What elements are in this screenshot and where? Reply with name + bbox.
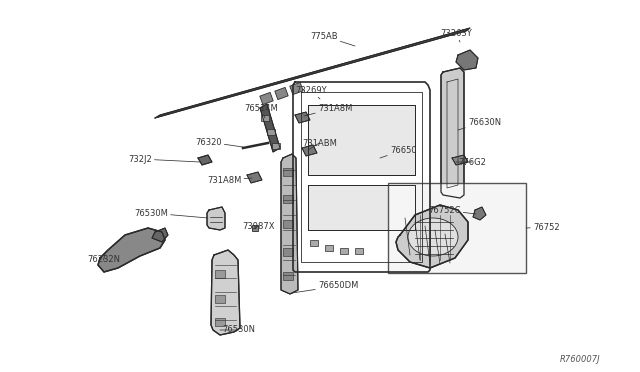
Bar [310,240,318,246]
Bar [283,220,293,228]
Text: 76650DM: 76650DM [292,282,358,293]
Bar [215,295,225,303]
Bar [215,318,225,326]
Bar [267,129,275,135]
Text: 76530N: 76530N [220,326,255,334]
Bar [261,115,269,121]
Bar [355,248,363,254]
Polygon shape [211,250,240,335]
Text: 732J2: 732J2 [128,154,200,164]
Text: 76320: 76320 [195,138,243,147]
Text: 73269Y: 73269Y [295,86,326,99]
Polygon shape [247,172,262,183]
Text: 73263Y: 73263Y [440,29,472,42]
Bar [283,272,293,280]
Polygon shape [302,145,317,156]
Polygon shape [456,50,478,70]
Polygon shape [155,28,470,118]
Text: 76752: 76752 [526,222,559,231]
Text: 775AB: 775AB [310,32,355,46]
Polygon shape [473,207,486,220]
Polygon shape [152,228,168,242]
Text: 76514M: 76514M [244,103,278,118]
Bar [325,245,333,251]
Bar [215,270,225,278]
Polygon shape [207,207,225,230]
Text: 731A8M: 731A8M [207,176,252,185]
Text: 76530M: 76530M [134,208,208,218]
Text: 76650: 76650 [380,145,417,158]
Bar [283,195,293,203]
Polygon shape [308,185,415,230]
Bar [388,183,526,273]
Bar [290,82,303,94]
Text: 76232N: 76232N [87,254,120,264]
Polygon shape [441,68,464,198]
Bar [340,248,348,254]
Text: 76630N: 76630N [458,118,501,130]
Bar [283,248,293,256]
Bar [272,143,280,149]
Polygon shape [198,155,212,165]
Text: 76752C: 76752C [428,205,476,215]
Bar [283,168,293,176]
Polygon shape [281,154,298,294]
Polygon shape [396,205,468,268]
Text: 731A8M: 731A8M [304,103,353,116]
Bar [275,87,288,100]
Text: 731ABM: 731ABM [302,138,337,150]
Text: R760007J: R760007J [559,355,600,364]
Polygon shape [452,155,468,165]
Polygon shape [98,228,165,272]
Polygon shape [260,104,280,152]
Bar [260,92,273,105]
Ellipse shape [408,218,458,256]
Text: 73987X: 73987X [242,221,275,231]
Text: 776G2: 776G2 [456,157,486,167]
Polygon shape [308,105,415,175]
Polygon shape [295,112,310,123]
